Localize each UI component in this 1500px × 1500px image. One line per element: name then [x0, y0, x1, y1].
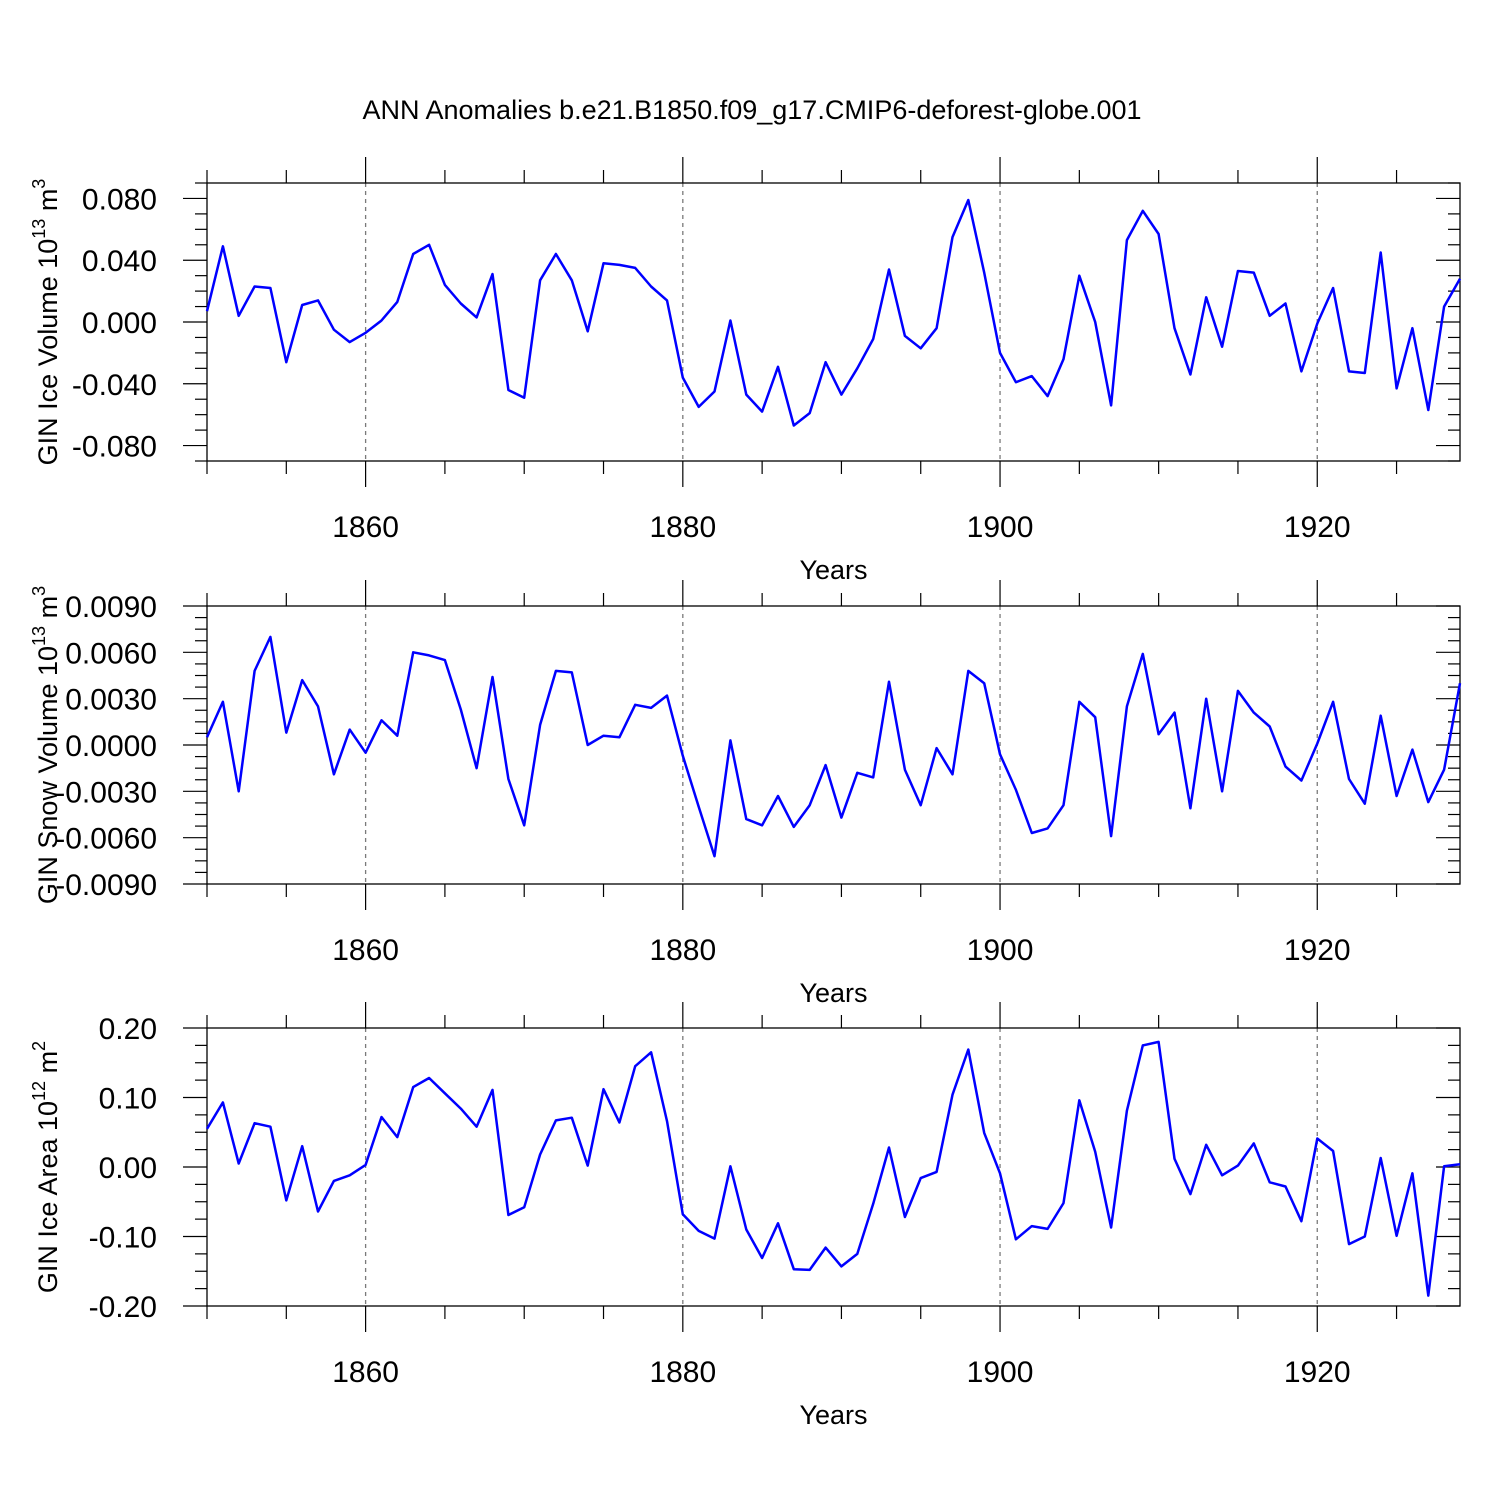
chart-title: ANN Anomalies b.e21.B1850.f09_g17.CMIP6-…	[363, 95, 1142, 125]
y-axis-label-part: 3	[29, 179, 49, 189]
y-axis-label: GIN Ice Area 1012 m2	[29, 1041, 63, 1293]
y-tick-label: 0.080	[82, 183, 157, 216]
y-tick-label: 0.00	[99, 1152, 157, 1185]
x-axis-label: Years	[799, 1400, 867, 1430]
y-tick-label: 0.040	[82, 245, 157, 278]
y-axis-label-part: 2	[29, 1041, 49, 1051]
y-axis-label-part: GIN Ice Volume 10	[33, 239, 63, 466]
y-axis-label-part: 13	[29, 626, 49, 646]
plot-frame	[206, 182, 1461, 462]
y-tick-label: -0.0060	[55, 823, 157, 856]
x-tick-label: 1920	[1284, 1356, 1351, 1389]
y-tick-label: -0.10	[89, 1222, 157, 1255]
x-tick-label: 1860	[332, 511, 399, 544]
x-tick-label: 1880	[649, 511, 716, 544]
x-tick-label: 1880	[649, 1356, 716, 1389]
y-tick-label: 0.0090	[65, 591, 157, 624]
series-line-snow-volume	[205, 635, 1462, 858]
y-tick-label: -0.0090	[55, 869, 157, 902]
y-axis-label-part: 12	[29, 1081, 49, 1101]
y-tick-label: 0.0060	[65, 637, 157, 670]
y-tick-label: -0.040	[72, 369, 157, 402]
series-line-ice-volume	[205, 198, 1462, 427]
y-axis-label-part: m	[33, 1051, 63, 1081]
y-tick-label: 0.0030	[65, 684, 157, 717]
x-tick-label: 1900	[967, 934, 1034, 967]
plot-frame	[206, 605, 1461, 885]
plot-frame	[206, 1027, 1461, 1307]
y-axis-label-part: 13	[29, 219, 49, 239]
y-axis-label: GIN Snow Volume 1013 m3	[29, 586, 63, 904]
y-tick-label: -0.20	[89, 1291, 157, 1324]
y-axis-label-part: GIN Snow Volume 10	[33, 646, 63, 904]
y-tick-label: -0.080	[72, 431, 157, 464]
x-tick-label: 1900	[967, 511, 1034, 544]
panels: -0.080 -0.040 0.000 0.040 0.080 1860 1880 1900 1…	[29, 157, 1462, 1430]
y-axis-label-part: m	[33, 189, 63, 219]
x-tick-label: 1900	[967, 1356, 1034, 1389]
x-tick-label: 1920	[1284, 511, 1351, 544]
panel-ice-volume: -0.080 -0.040 0.000 0.040 0.080 1860 1880 1900 1…	[29, 157, 1462, 585]
x-tick-label: 1880	[649, 934, 716, 967]
y-tick-label: 0.10	[99, 1083, 157, 1116]
x-axis-label: Years	[799, 978, 867, 1008]
x-tick-label: 1920	[1284, 934, 1351, 967]
x-tick-label: 1860	[332, 934, 399, 967]
x-tick-label: 1860	[332, 1356, 399, 1389]
panel-ice-area: -0.20 -0.10 0.00 0.10 0.20 1860 1880 1900 1920 Ye…	[29, 1002, 1461, 1430]
y-axis-label-part: 3	[29, 586, 49, 596]
y-tick-label: 0.000	[82, 307, 157, 340]
y-axis-label-part: GIN Ice Area 10	[33, 1101, 63, 1293]
series-line-ice-area	[205, 1040, 1461, 1297]
y-tick-label: 0.20	[99, 1013, 157, 1046]
x-axis-label: Years	[799, 555, 867, 585]
panel-snow-volume: -0.0090 -0.0060 -0.0030 0.0000 0.0030 0.0060 0…	[29, 580, 1462, 1008]
y-tick-label: -0.0030	[55, 776, 157, 809]
y-axis-label: GIN Ice Volume 1013 m3	[29, 179, 63, 466]
y-axis-label-part: m	[33, 596, 63, 626]
y-tick-label: 0.0000	[65, 730, 157, 763]
